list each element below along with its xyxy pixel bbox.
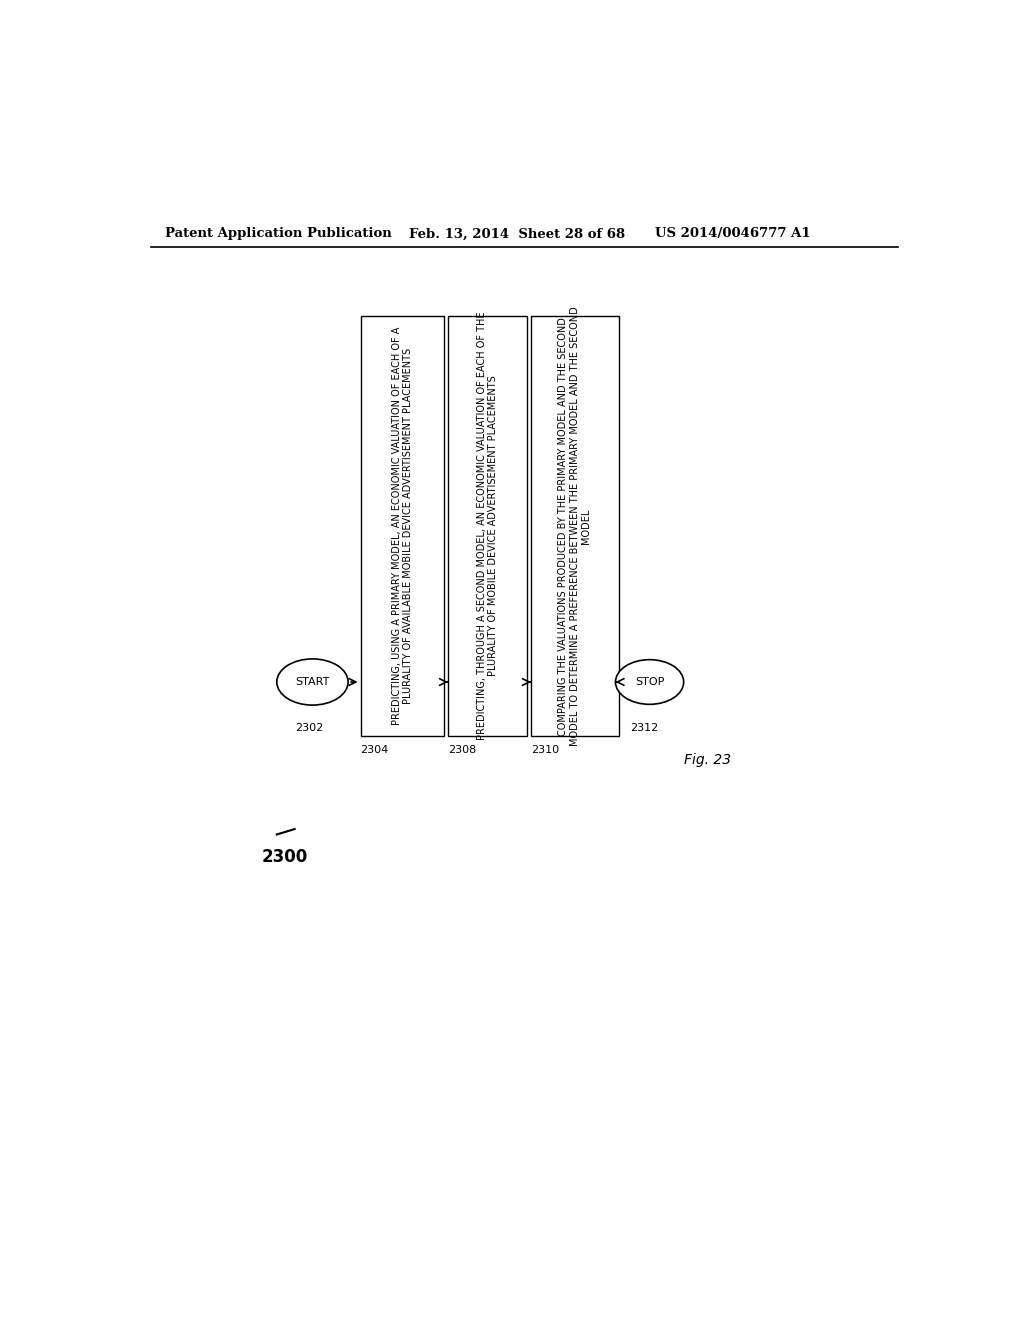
Text: US 2014/0046777 A1: US 2014/0046777 A1 (655, 227, 811, 240)
Text: 2302: 2302 (295, 723, 323, 733)
Bar (360, 317, 444, 737)
Bar (449, 317, 527, 737)
Text: 2300: 2300 (261, 847, 307, 866)
Text: STOP: STOP (635, 677, 665, 686)
Ellipse shape (276, 659, 348, 705)
Text: 2304: 2304 (360, 744, 389, 755)
Text: COMPARING THE VALUATIONS PRODUCED BY THE PRIMARY MODEL AND THE SECOND
MODEL TO D: COMPARING THE VALUATIONS PRODUCED BY THE… (558, 306, 592, 746)
Text: START: START (295, 677, 330, 686)
Bar (531, 317, 618, 737)
Text: PREDICTING, USING A PRIMARY MODEL, AN ECONOMIC VALUATION OF EACH OF A
PLURALITY : PREDICTING, USING A PRIMARY MODEL, AN EC… (391, 327, 413, 725)
Text: Fig. 23: Fig. 23 (684, 752, 731, 767)
Text: Patent Application Publication: Patent Application Publication (165, 227, 392, 240)
Text: 2308: 2308 (449, 744, 476, 755)
Text: PREDICTING, THROUGH A SECOND MODEL, AN ECONOMIC VALUATION OF EACH OF THE
PLURALI: PREDICTING, THROUGH A SECOND MODEL, AN E… (477, 312, 499, 741)
Text: 2310: 2310 (531, 744, 559, 755)
Text: 2312: 2312 (630, 723, 658, 733)
Text: Feb. 13, 2014  Sheet 28 of 68: Feb. 13, 2014 Sheet 28 of 68 (409, 227, 625, 240)
Ellipse shape (615, 660, 684, 705)
